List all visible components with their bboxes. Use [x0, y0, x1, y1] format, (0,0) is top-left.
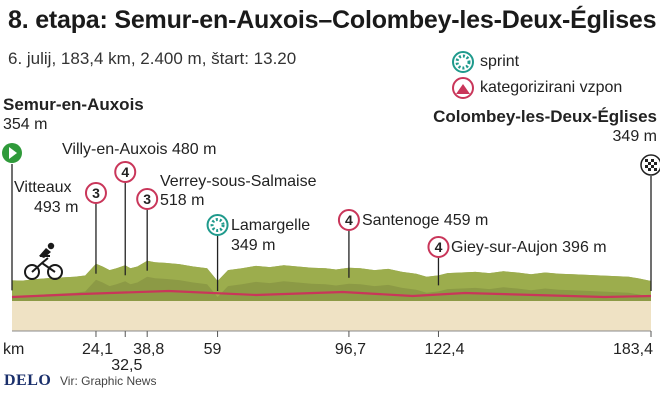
stage-info: 6. julij, 183,4 km, 2.400 m, štart: 13.2… [8, 49, 297, 68]
source-note: Vir: Graphic News [60, 374, 157, 388]
label-verrey-alt: 518 m [160, 192, 205, 209]
climb-category: 3 [92, 185, 100, 201]
climb-icon [136, 188, 159, 210]
cyclist-icon [24, 242, 63, 280]
ground-area [12, 299, 651, 331]
label-verrey: Verrey-sous-Salmaise [160, 173, 317, 190]
climb-category: 4 [345, 212, 353, 228]
legend-sprint-label: sprint [480, 53, 520, 70]
label-lamargelle: Lamargelle [231, 217, 311, 234]
page-title: 8. etapa: Semur-en-Auxois–Colombey-les-D… [8, 6, 657, 34]
label-vitteaux: Vitteaux [14, 179, 72, 196]
cyclist-frame [31, 255, 56, 273]
delo-logo: DELO [4, 372, 52, 389]
finish-name: Colombey-les-Deux-Églises [433, 107, 657, 126]
sprint-icon [452, 51, 474, 73]
climb-icon [114, 161, 137, 183]
checker-cell [648, 168, 651, 171]
label-lamargelle-alt: 349 m [231, 237, 276, 254]
profile-surface [12, 260, 651, 297]
label-vitteaux-alt: 493 m [34, 199, 79, 216]
sprint-icon [206, 214, 229, 236]
legend-sprint: sprint [452, 51, 519, 73]
x-tick-label: 32,5 [111, 357, 143, 374]
label-santenoge: Santenoge 459 m [362, 212, 489, 229]
climb-icon [452, 77, 474, 99]
sprint-icon-inner [210, 218, 225, 232]
checker-cell [654, 162, 657, 165]
label-villy: Villy-en-Auxois 480 m [62, 141, 217, 158]
start-altitude: 354 m [3, 116, 48, 133]
x-tick-label: 183,4 [612, 341, 653, 358]
cyclist-body [39, 248, 51, 258]
label-giey: Giey-sur-Aujon 396 m [451, 239, 607, 256]
route-line [11, 289, 652, 299]
climb-icon [427, 236, 450, 258]
checker-cell [645, 165, 648, 168]
start-name: Semur-en-Auxois [3, 95, 144, 114]
x-tick-label: 24,1 [81, 341, 114, 358]
climb-category: 4 [435, 239, 443, 255]
finish-altitude: 349 m [612, 128, 657, 145]
x-tick-label: 96,7 [334, 341, 367, 358]
checker-cell [645, 159, 648, 162]
climb-category: 3 [143, 191, 151, 207]
climb-icon [337, 209, 360, 231]
checker-cell [654, 168, 657, 171]
checker-cell [651, 165, 654, 168]
legend-climb-label: kategorizirani vzpon [480, 79, 623, 96]
x-tick-label: 122,4 [424, 341, 465, 358]
checker-cell [648, 162, 651, 165]
climb-icon [84, 182, 107, 204]
cyclist-head [47, 242, 55, 250]
legend-climb: kategorizirani vzpon [452, 77, 622, 99]
x-tick-label: 38,8 [133, 341, 165, 358]
cyclist-wheel [24, 264, 40, 280]
cyclist-wheel [47, 264, 63, 280]
checker-cell [651, 159, 654, 162]
play-icon [9, 147, 17, 159]
axis-unit-label: km [3, 341, 25, 358]
x-tick-label: 59 [203, 341, 222, 358]
climb-category: 4 [121, 164, 129, 180]
